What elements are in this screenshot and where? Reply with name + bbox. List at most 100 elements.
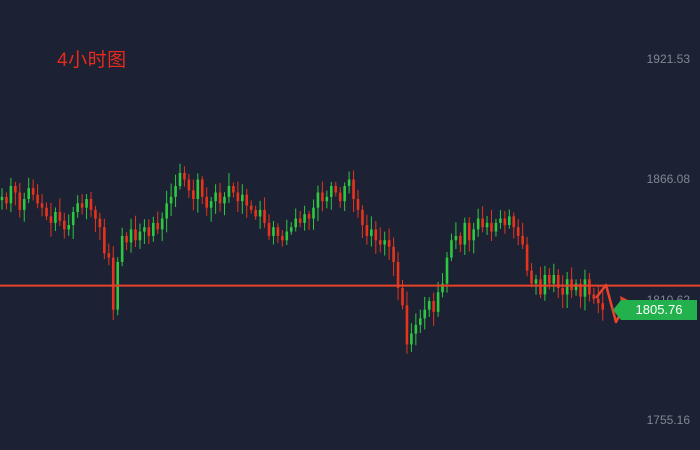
candle xyxy=(276,223,280,244)
candle xyxy=(107,243,111,266)
candle-body xyxy=(352,179,355,200)
candle-body xyxy=(356,199,360,210)
candle-body xyxy=(583,279,587,297)
candle-body xyxy=(5,196,8,204)
candle xyxy=(263,197,266,228)
candle xyxy=(281,230,284,247)
candle-body xyxy=(405,305,409,345)
candle xyxy=(459,232,462,253)
candle-body xyxy=(383,240,386,245)
candle xyxy=(454,222,458,250)
candle-body xyxy=(152,222,155,236)
candle-body xyxy=(143,227,146,232)
y-tick-label: 1755.16 xyxy=(646,413,690,427)
candle-body xyxy=(565,279,569,295)
candle-body xyxy=(414,324,418,334)
candle xyxy=(414,313,418,346)
candle xyxy=(356,190,360,218)
candle-body xyxy=(156,222,160,230)
candle xyxy=(570,267,573,298)
candle-body xyxy=(427,301,431,310)
candle xyxy=(192,179,195,211)
candle xyxy=(9,177,13,213)
candle-body xyxy=(530,270,533,284)
candle-body xyxy=(205,196,208,208)
candle xyxy=(294,208,297,232)
candle xyxy=(378,227,382,253)
candle-body xyxy=(298,218,302,223)
candle-body xyxy=(552,274,556,284)
candle xyxy=(361,205,364,239)
candle-body xyxy=(485,222,489,228)
candle xyxy=(516,219,520,246)
candle xyxy=(321,181,324,212)
candle xyxy=(583,269,587,311)
candle xyxy=(18,182,22,218)
candle xyxy=(467,217,471,252)
candle-body xyxy=(401,287,404,306)
candle-body xyxy=(187,179,191,191)
candle-body xyxy=(129,229,133,243)
candle-body xyxy=(556,274,560,288)
candle xyxy=(396,251,400,301)
candle xyxy=(334,181,338,197)
candle xyxy=(272,220,275,245)
candle-body xyxy=(272,227,275,236)
candle-body xyxy=(561,287,564,295)
candle-body xyxy=(192,190,195,200)
candle-body xyxy=(245,194,249,206)
candle-body xyxy=(303,214,306,223)
candle xyxy=(419,309,422,333)
candle-body xyxy=(325,196,329,202)
candle-body xyxy=(147,227,151,236)
candle xyxy=(427,297,431,317)
candle xyxy=(241,184,244,214)
candle xyxy=(423,296,427,330)
candle xyxy=(481,206,484,233)
candle xyxy=(343,182,346,211)
candle xyxy=(525,236,529,277)
candle xyxy=(187,173,191,198)
candle xyxy=(410,323,413,352)
candle-body xyxy=(241,194,244,202)
candle-body xyxy=(579,283,582,297)
candle-body xyxy=(63,220,66,230)
candle xyxy=(330,181,333,210)
candle-body xyxy=(534,279,538,284)
candle xyxy=(352,170,355,213)
candle xyxy=(174,174,177,208)
candle xyxy=(14,181,17,206)
candle xyxy=(232,182,235,198)
candle xyxy=(129,218,133,253)
candle xyxy=(76,195,79,218)
candle-body xyxy=(107,253,111,258)
candle xyxy=(374,221,378,254)
candle xyxy=(503,210,507,234)
candle-body xyxy=(454,235,458,241)
candle xyxy=(152,216,155,242)
candle xyxy=(490,209,493,241)
candle-body xyxy=(45,207,48,217)
candle xyxy=(227,173,231,203)
candle xyxy=(138,223,142,249)
candle xyxy=(592,287,596,304)
candle xyxy=(36,184,39,209)
candle xyxy=(512,212,516,239)
candle xyxy=(196,173,200,213)
candle-body xyxy=(9,186,13,204)
candle-body xyxy=(525,244,529,271)
candle-body xyxy=(89,199,93,210)
y-tick-label: 1866.08 xyxy=(646,172,690,187)
candle xyxy=(530,263,533,288)
candle-body xyxy=(432,301,435,312)
candle-body xyxy=(601,303,605,310)
candle xyxy=(289,222,293,235)
y-tick-label: 1921.53 xyxy=(646,52,690,66)
candle-body xyxy=(281,235,284,241)
candle-body xyxy=(227,186,231,197)
candle-body xyxy=(80,203,84,208)
candle xyxy=(436,281,440,317)
candle-body xyxy=(512,216,516,228)
candle-body xyxy=(378,240,382,245)
